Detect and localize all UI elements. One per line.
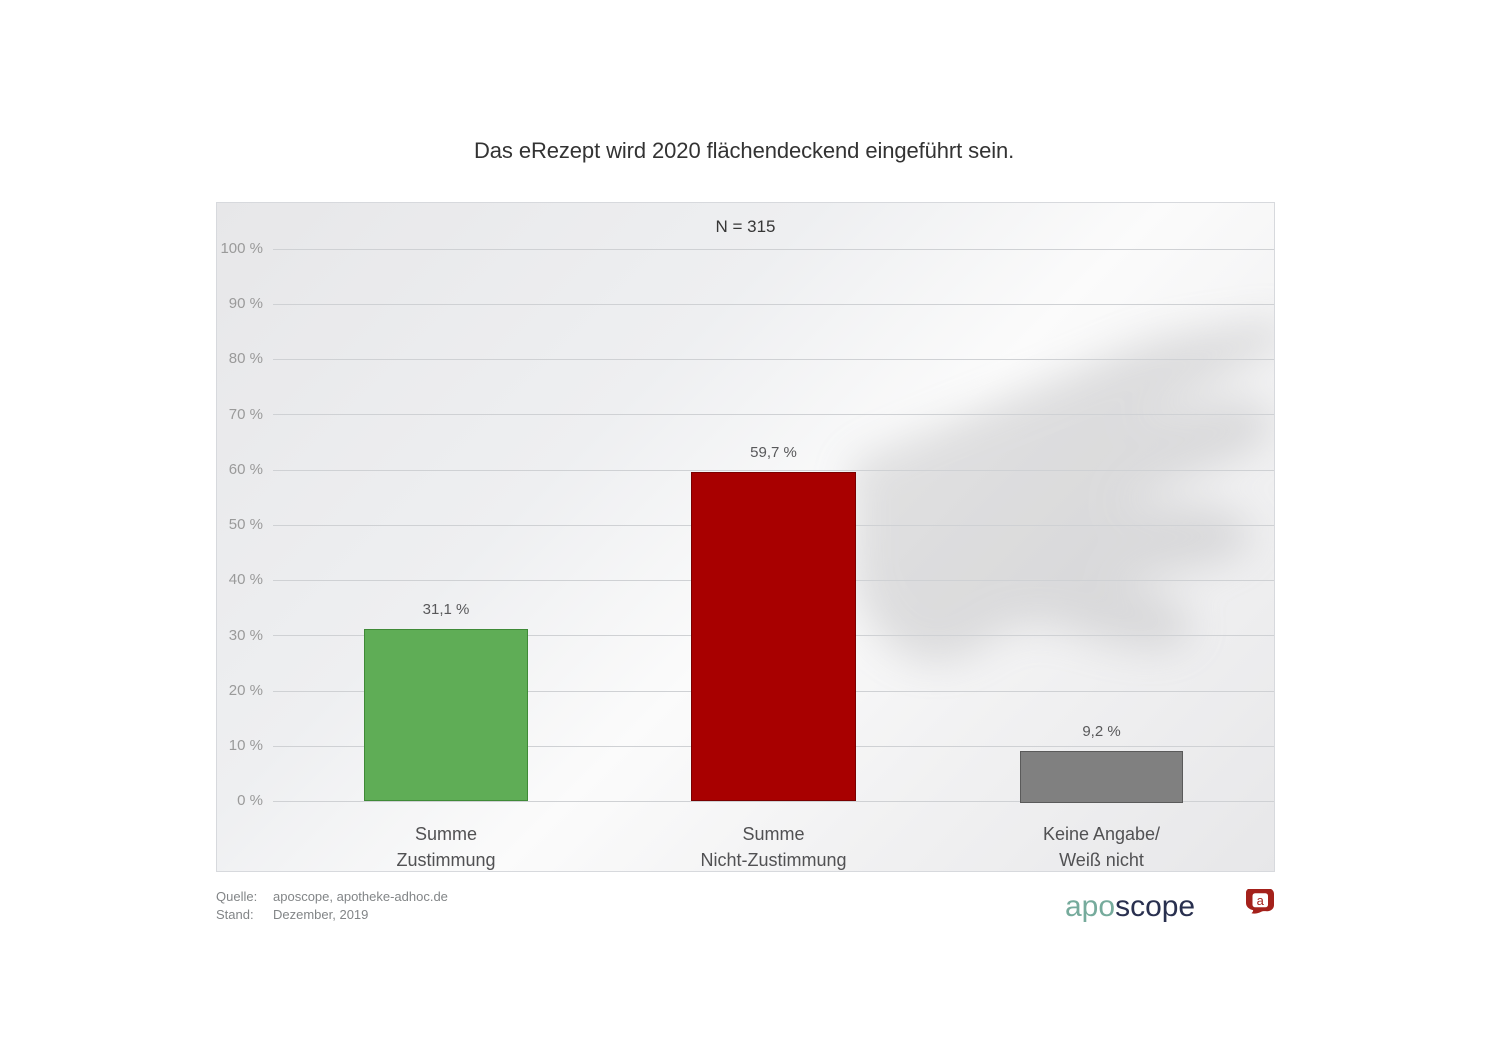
svg-text:aposcope: aposcope	[1065, 890, 1195, 923]
svg-text:a: a	[1257, 893, 1265, 908]
